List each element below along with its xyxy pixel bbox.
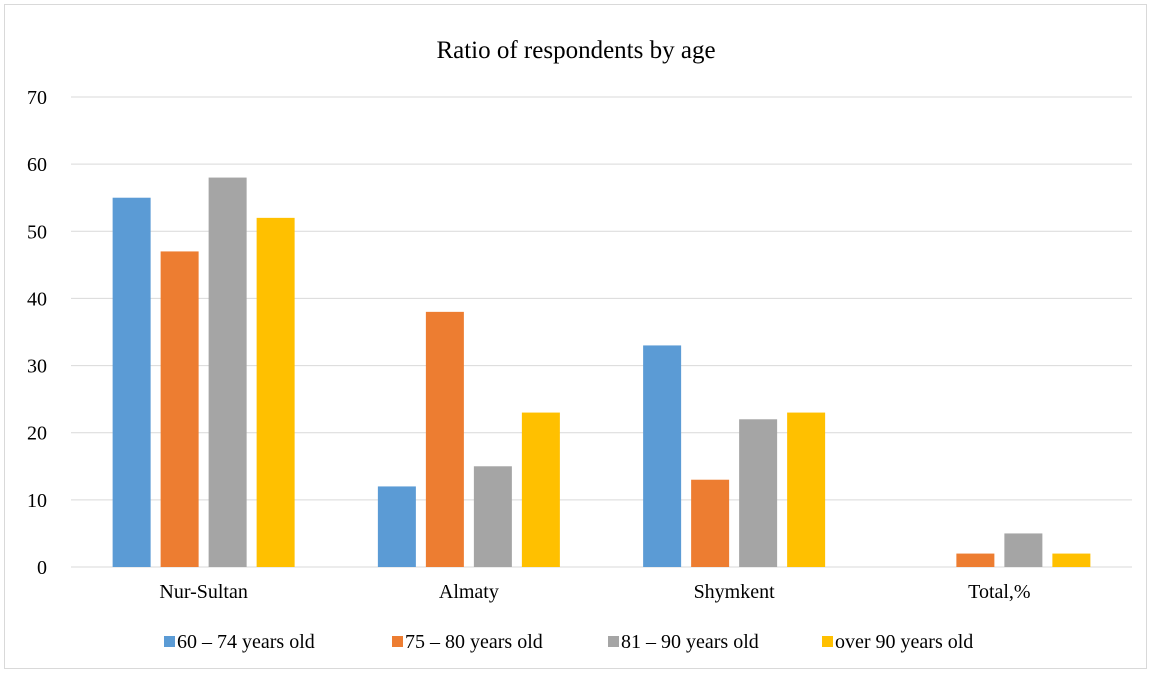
y-tick-label: 60 — [27, 154, 47, 176]
y-tick-label: 0 — [37, 557, 47, 579]
bar-shymkent-series-2 — [691, 479, 730, 567]
bar-total-series-4 — [1052, 553, 1091, 567]
chart-frame: Ratio of respondents by age 0 10 20 30 40 50 6… — [4, 4, 1147, 669]
legend: 60 – 74 years old 75 – 80 years old 81 – 9… — [164, 631, 973, 653]
bar-almaty-series-4 — [521, 412, 560, 567]
legend-label: 81 – 90 years old — [621, 631, 759, 653]
bar-almaty-series-3 — [473, 466, 512, 567]
bar-shymkent-series-4 — [787, 412, 826, 567]
y-tick-label: 70 — [27, 87, 47, 109]
y-tick-label: 50 — [27, 221, 47, 243]
x-category-label: Nur-Sultan — [159, 581, 247, 603]
bars — [112, 177, 1091, 568]
bar-shymkent-series-1 — [643, 345, 682, 567]
chart-title: Ratio of respondents by age — [436, 37, 715, 64]
legend-label: 60 – 74 years old — [177, 631, 315, 653]
bar-nur-sultan-series-4 — [256, 217, 295, 567]
y-tick-label: 10 — [27, 490, 47, 512]
x-category-label: Shymkent — [694, 581, 776, 603]
bar-total-series-3 — [1004, 533, 1043, 567]
legend-swatch — [392, 636, 403, 647]
bar-nur-sultan-series-1 — [112, 197, 151, 567]
bar-almaty-series-2 — [425, 311, 464, 567]
legend-label: over 90 years old — [835, 631, 973, 653]
bar-chart: Ratio of respondents by age 0 10 20 30 40 50 6… — [27, 37, 1132, 653]
legend-label: 75 – 80 years old — [405, 631, 543, 653]
x-category-label: Total,% — [968, 581, 1030, 603]
y-axis-tick-labels: 0 10 20 30 40 50 60 70 — [27, 87, 47, 579]
y-tick-label: 30 — [27, 356, 47, 378]
y-tick-label: 40 — [27, 288, 47, 310]
x-axis-category-labels: Nur-Sultan Almaty Shymkent Total,% — [159, 581, 1030, 603]
legend-swatch — [164, 636, 175, 647]
bar-total-series-2 — [956, 553, 995, 567]
bar-nur-sultan-series-2 — [160, 251, 199, 567]
x-category-label: Almaty — [439, 581, 499, 603]
y-tick-label: 20 — [27, 423, 47, 445]
gridlines — [71, 96, 1132, 568]
bar-almaty-series-1 — [377, 486, 416, 567]
legend-swatch — [608, 636, 619, 647]
bar-shymkent-series-3 — [739, 419, 778, 567]
legend-swatch — [822, 636, 833, 647]
bar-nur-sultan-series-3 — [208, 177, 247, 568]
